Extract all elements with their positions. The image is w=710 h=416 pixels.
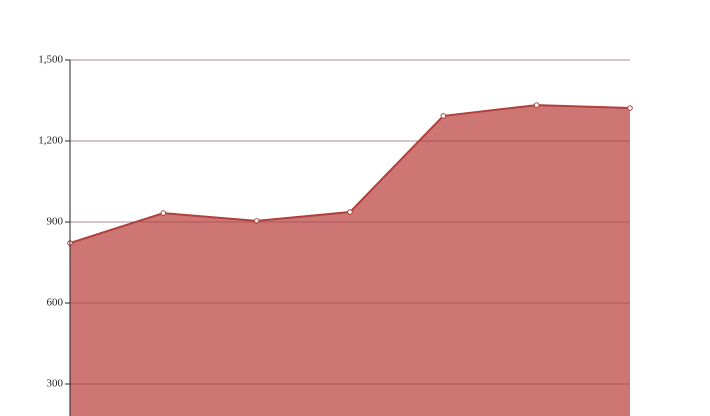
y-tick-label: 300 (47, 378, 64, 390)
y-tick-label: 1,500 (38, 54, 63, 66)
y-tick-label: 1,200 (38, 135, 63, 147)
y-tick-label: 600 (47, 297, 64, 309)
point (440, 113, 447, 119)
point (347, 209, 353, 215)
point (253, 218, 260, 224)
point (627, 105, 633, 111)
area (70, 105, 630, 416)
point (533, 102, 540, 108)
y-tick-label: 900 (47, 216, 64, 228)
point (160, 210, 167, 216)
